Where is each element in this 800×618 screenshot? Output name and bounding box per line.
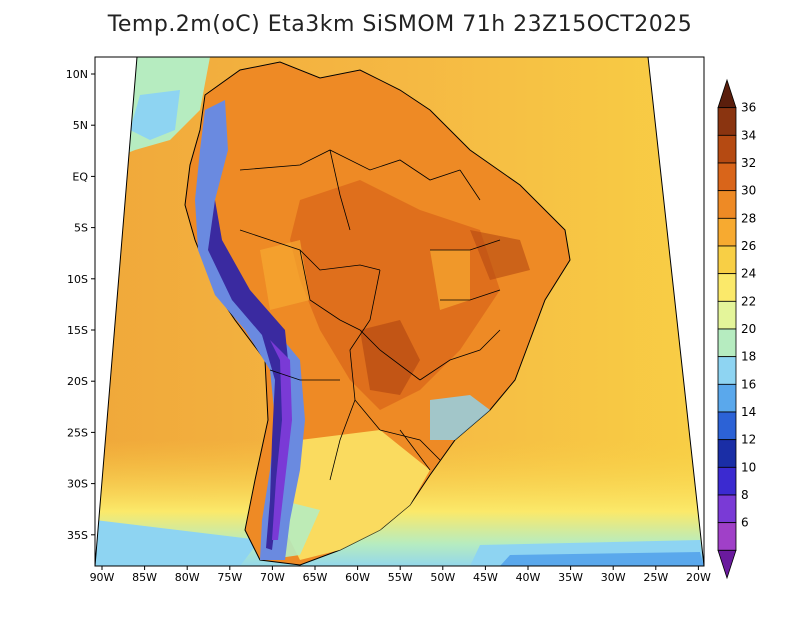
colorbar-label: 24	[741, 267, 756, 281]
colorbar-segment	[717, 522, 737, 551]
colorbar-bottom-arrow	[717, 549, 737, 580]
lon-tick-label: 85W	[132, 571, 157, 584]
colorbar-label: 32	[741, 156, 756, 170]
colorbar-label: 34	[741, 128, 756, 142]
colorbar-segment	[717, 383, 737, 413]
lon-tick-label: 35W	[558, 571, 583, 584]
colorbar-label: 30	[741, 184, 756, 198]
colorbar-segment	[717, 134, 737, 164]
lon-tick-label: 80W	[175, 571, 200, 584]
model-domain	[95, 57, 704, 566]
colorbar-segment	[717, 245, 737, 275]
lon-tick-label: 55W	[388, 571, 413, 584]
colorbar: 36 34 32 30 28 26 24 22 20 18 16 14 12 10 8 6	[717, 78, 756, 580]
colorbar-label: 26	[741, 239, 756, 253]
colorbar-segment	[717, 300, 737, 330]
lon-tick-label: 60W	[345, 571, 370, 584]
colorbar-label: 28	[741, 211, 756, 225]
colorbar-label: 36	[741, 101, 756, 115]
colorbar-segment	[717, 107, 737, 136]
colorbar-segment	[717, 494, 737, 524]
map-title: Temp.2m(oC) Eta3km SiSMOM 71h 23Z15OCT20…	[107, 12, 693, 37]
colorbar-segment	[717, 356, 737, 385]
lon-tick-label: 65W	[303, 571, 328, 584]
lon-tick-label: 75W	[217, 571, 242, 584]
colorbar-label: 16	[741, 377, 756, 391]
lat-tick-label: 35S	[67, 529, 88, 542]
colorbar-segment	[717, 190, 737, 219]
colorbar-label: 12	[741, 433, 756, 447]
colorbar-label: 10	[741, 460, 756, 474]
lon-tick-label: 90W	[90, 571, 115, 584]
lat-tick-label: EQ	[72, 170, 88, 183]
lat-tick-label: 25S	[67, 426, 88, 439]
lon-tick-label: 50W	[430, 571, 455, 584]
colorbar-segment	[717, 411, 737, 441]
colorbar-segment	[717, 328, 737, 358]
lat-tick-label: 5N	[73, 119, 88, 132]
colorbar-label: 18	[741, 350, 756, 364]
colorbar-segment	[717, 439, 737, 468]
lon-axis: 90W 85W 80W 75W 70W 65W 60W 55W 50W 45W 40W 35W 30W 2…	[90, 566, 711, 584]
lat-tick-label: 10S	[67, 273, 88, 286]
lat-axis: 10N 5N EQ 5S 10S 15S 20S 25S 30S 35S	[66, 68, 95, 542]
colorbar-label: 20	[741, 322, 756, 336]
colorbar-label: 8	[741, 488, 749, 502]
lon-tick-label: 20W	[686, 571, 711, 584]
colorbar-segment	[717, 162, 737, 192]
colorbar-top-arrow	[717, 78, 737, 109]
lon-tick-label: 25W	[643, 571, 668, 584]
lat-tick-label: 20S	[67, 375, 88, 388]
colorbar-segment	[717, 273, 737, 302]
lat-tick-label: 5S	[74, 222, 88, 235]
lon-tick-label: 40W	[516, 571, 541, 584]
colorbar-label: 22	[741, 294, 756, 308]
lat-tick-label: 15S	[67, 324, 88, 337]
colorbar-label: 6	[741, 516, 749, 530]
colorbar-segment	[717, 217, 737, 247]
colorbar-label: 14	[741, 405, 756, 419]
lon-tick-label: 30W	[601, 571, 626, 584]
lat-tick-label: 10N	[66, 68, 88, 81]
country-borders	[239, 149, 501, 481]
colorbar-segment	[717, 466, 737, 496]
lon-tick-label: 70W	[260, 571, 285, 584]
lon-tick-label: 45W	[473, 571, 498, 584]
axis-frame	[94, 56, 705, 567]
lat-tick-label: 30S	[67, 478, 88, 491]
